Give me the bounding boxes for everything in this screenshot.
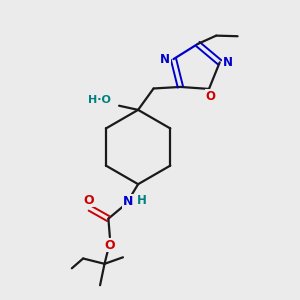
Text: H: H <box>137 194 147 207</box>
Text: N: N <box>223 56 233 69</box>
Text: O: O <box>84 194 94 207</box>
Text: O: O <box>105 238 115 252</box>
Text: H·O: H·O <box>88 95 111 105</box>
Text: N: N <box>160 52 170 66</box>
Text: N: N <box>122 195 133 208</box>
Text: O: O <box>206 90 215 103</box>
